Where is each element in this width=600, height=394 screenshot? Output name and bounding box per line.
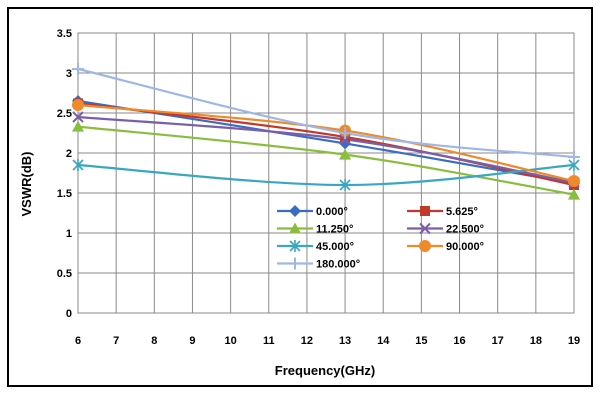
data-point (72, 159, 84, 171)
data-point (339, 148, 352, 160)
data-point (568, 175, 580, 187)
y-tick-label: 0.5 (57, 268, 72, 280)
x-tick-label: 12 (301, 335, 313, 347)
data-point (568, 151, 580, 163)
y-tick-label: 3.5 (57, 28, 72, 40)
legend-label: 45.000° (316, 241, 354, 253)
data-point (419, 222, 431, 235)
x-tick-label: 19 (568, 335, 580, 347)
data-point (72, 63, 84, 75)
x-tick-label: 7 (113, 335, 119, 347)
legend: 0.000° 5.625° 11.250° 22.500° 45.000° 90.000°… (277, 205, 484, 271)
vswr-line-chart: 0 0.5 1 1.5 2 2.5 3 3.5 6 7 8 9 10 11 12 13 14 15 16 17 18 1… (19, 28, 580, 378)
x-tick-label: 6 (75, 335, 81, 347)
data-point (72, 99, 84, 111)
x-tick-labels: 6 7 8 9 10 11 12 13 14 15 16 17 18 19 (75, 335, 580, 347)
y-tick-label: 1 (66, 228, 72, 240)
data-point (339, 179, 351, 191)
y-axis-label: VSWR(dB) (19, 152, 34, 217)
y-tick-label: 2.5 (57, 108, 72, 120)
x-tick-label: 18 (530, 335, 542, 347)
x-tick-label: 11 (263, 335, 275, 347)
y-tick-label: 3 (66, 68, 72, 80)
x-axis-label: Frequency(GHz) (275, 363, 375, 378)
x-tick-label: 13 (339, 335, 351, 347)
x-tick-label: 17 (492, 335, 504, 347)
data-point (72, 120, 84, 132)
legend-label: 22.500° (446, 224, 484, 236)
data-point (339, 133, 351, 146)
x-tick-label: 14 (377, 335, 390, 347)
y-tick-label: 0 (66, 308, 72, 320)
y-tick-label: 1.5 (57, 188, 72, 200)
data-point (289, 205, 301, 217)
legend-label: 5.625° (446, 206, 478, 218)
data-point (339, 127, 352, 139)
data-point (289, 240, 301, 252)
series-markers (72, 63, 580, 200)
data-point (419, 240, 431, 252)
data-point (289, 257, 301, 270)
legend-label: 90.000° (446, 241, 484, 253)
x-tick-label: 9 (189, 335, 195, 347)
data-point (289, 222, 301, 234)
data-point (568, 188, 580, 200)
legend-label: 11.250° (316, 224, 353, 236)
y-tick-labels: 0 0.5 1 1.5 2 2.5 3 3.5 (57, 28, 72, 320)
y-tick-label: 2 (66, 148, 72, 160)
data-point (72, 111, 84, 123)
chart-frame: 0 0.5 1 1.5 2 2.5 3 3.5 6 7 8 9 10 11 12 13 14 15 16 17 18 1… (7, 7, 593, 387)
legend-label: 0.000° (316, 206, 348, 218)
x-tick-label: 16 (453, 335, 465, 347)
legend-label: 180.000° (316, 259, 360, 271)
data-point (420, 206, 430, 216)
x-tick-label: 8 (151, 335, 157, 347)
x-tick-label: 15 (415, 335, 427, 347)
x-tick-label: 10 (224, 335, 236, 347)
